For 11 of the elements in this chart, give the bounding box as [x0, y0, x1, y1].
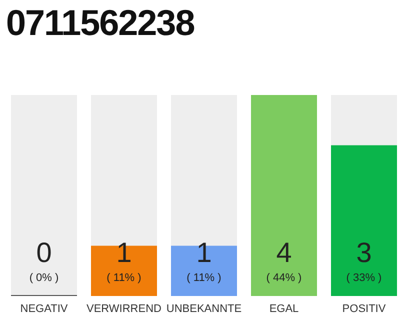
data-label: 0 ( 0% ) [29, 237, 59, 284]
x-tick-label: EGAL [269, 302, 299, 315]
chart-title: 0711562238 [6, 2, 194, 44]
data-label: 1 ( 11% ) [106, 237, 142, 284]
data-label: 1 ( 11% ) [186, 237, 222, 284]
data-label: 3 ( 33% ) [346, 237, 382, 284]
x-tick-label: VERWIRREND [86, 302, 162, 315]
data-label: 4 ( 44% ) [266, 237, 302, 284]
x-tick-label: POSITIV [342, 302, 386, 315]
x-tick-label: NEGATIV [20, 302, 68, 315]
x-tick-label: UNBEKANNTE [166, 302, 242, 315]
